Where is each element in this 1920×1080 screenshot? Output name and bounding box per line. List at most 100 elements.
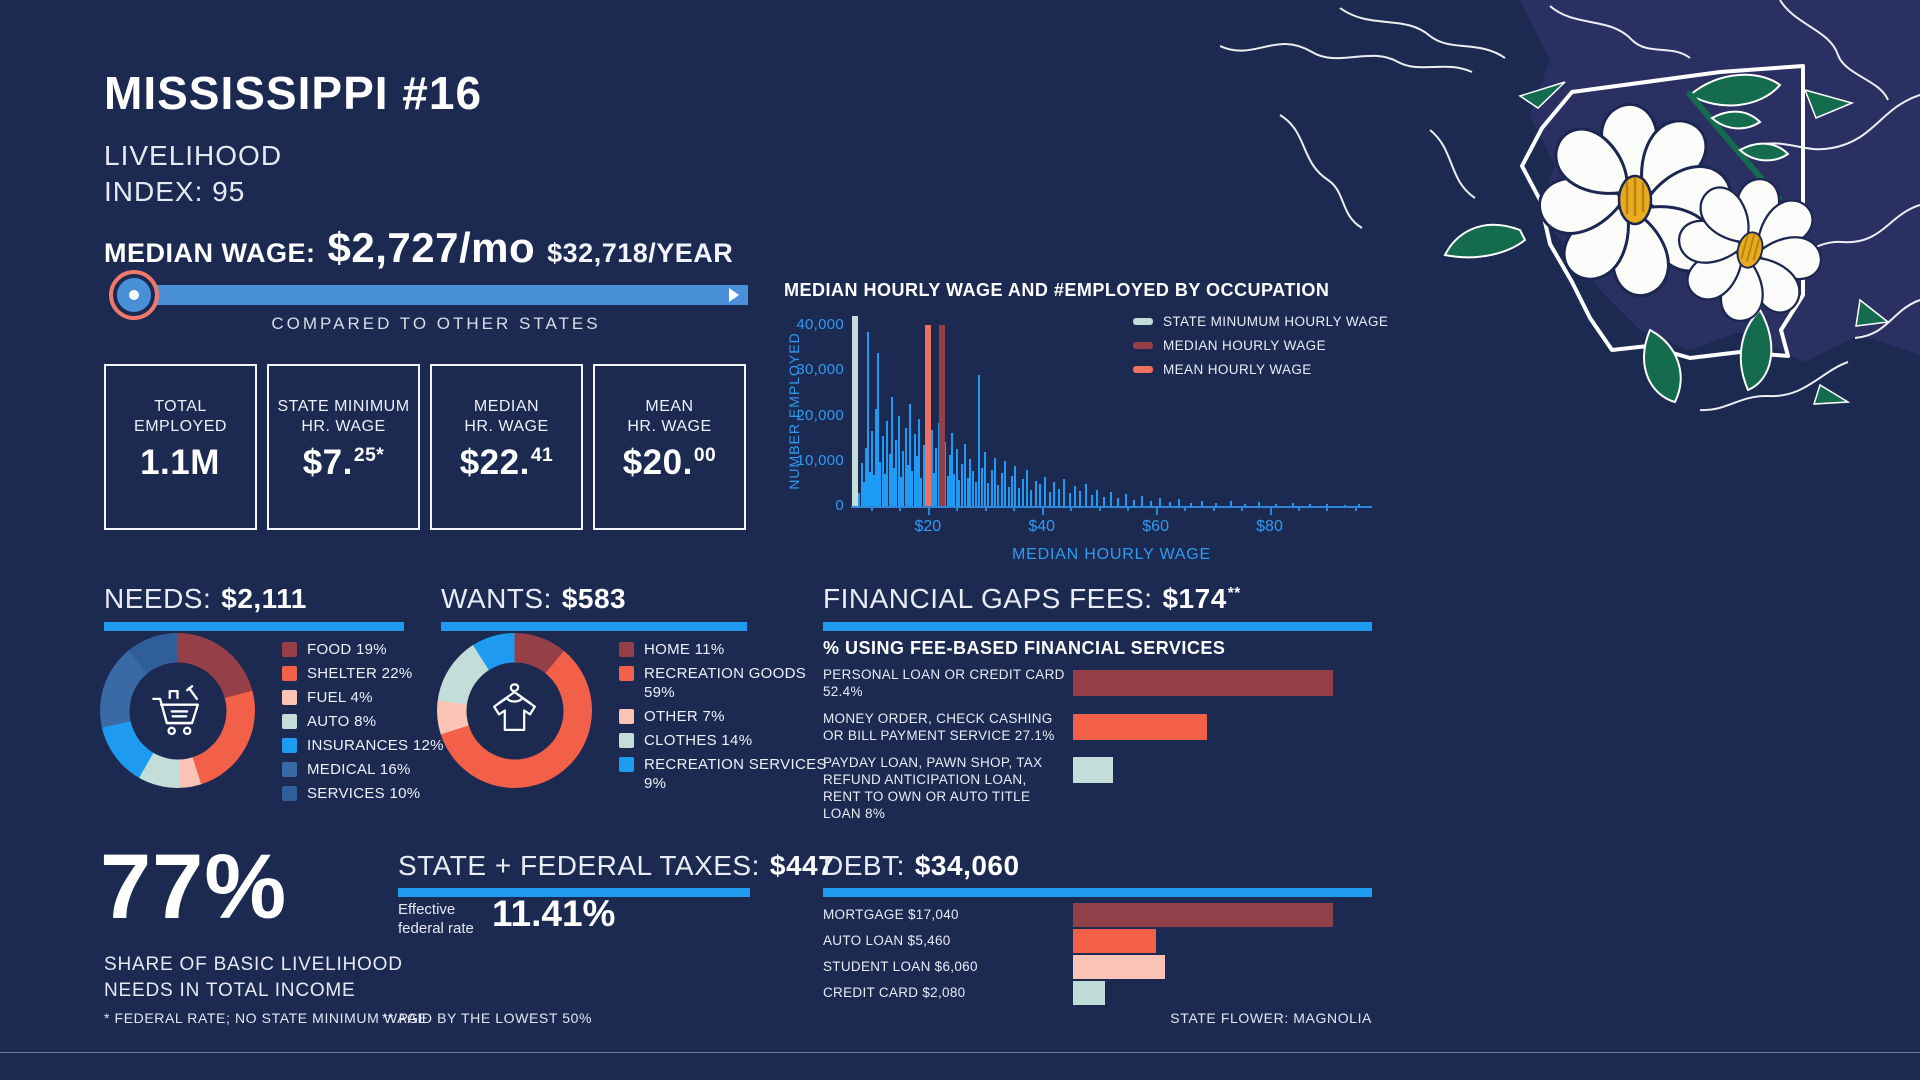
histogram-bar (890, 396, 893, 506)
bar (1073, 757, 1113, 783)
axis-tick-label: 30,000 (796, 361, 844, 379)
histogram-bar (1326, 503, 1329, 506)
slider-thumb[interactable] (109, 270, 159, 320)
legend-label: SHELTER 22% (307, 665, 413, 682)
stat-label: MEDIAN (473, 398, 540, 415)
cart-icon (152, 685, 200, 736)
axis-tick (1127, 506, 1130, 511)
share-caption-line: NEEDS IN TOTAL INCOME (104, 980, 356, 1001)
bar-label: MONEY ORDER, CHECK CASHING OR BILL PAYME… (823, 711, 1055, 743)
axis-tick (1241, 506, 1244, 511)
axis-tick-label: 10,000 (796, 451, 844, 469)
axis-tick-label: $80 (1256, 518, 1283, 535)
bar-row: PERSONAL LOAN OR CREDIT CARD 52.4% (823, 666, 1383, 700)
median-wage-row: MEDIAN WAGE: $2,727/mo $32,718/YEAR (104, 224, 733, 272)
bar (1073, 903, 1333, 927)
bar-label: PAYDAY LOAN, PAWN SHOP, TAX REFUND ANTIC… (823, 755, 1043, 821)
histogram-bar (873, 474, 876, 506)
histogram-bar (1215, 503, 1218, 506)
axis-tick-label: $60 (1142, 518, 1169, 535)
share-caption: SHARE OF BASIC LIVELIHOOD NEEDS IN TOTAL… (104, 952, 403, 1004)
histogram-bar (860, 463, 863, 506)
state-illustration (1220, 0, 1920, 412)
axis-tick (1212, 506, 1215, 511)
histogram-bar (1000, 472, 1003, 506)
effective-rate-label-line: Effective (398, 901, 456, 918)
histogram-bar (1004, 461, 1007, 506)
histogram-bar (1149, 501, 1152, 506)
legend-label: FUEL 4% (307, 689, 373, 706)
histogram-bar (972, 471, 975, 506)
axis-tick (1070, 506, 1073, 511)
taxes-header: STATE + FEDERAL TAXES: $447 (398, 850, 834, 882)
histogram-bar (955, 449, 958, 506)
stat-label: MEAN (645, 398, 694, 415)
wants-donut-hole (466, 662, 563, 759)
histogram-bar (966, 478, 969, 506)
legend-label: MEAN HOURLY WAGE (1163, 362, 1312, 377)
axis-tick (984, 506, 987, 511)
legend-swatch (619, 666, 634, 681)
histogram-bar (932, 472, 935, 506)
axis-tick (1184, 506, 1187, 511)
legend-swatch (282, 786, 297, 801)
axis-tick (1269, 506, 1272, 515)
histogram-bar (1011, 475, 1013, 506)
axis-tick-label: 20,000 (796, 406, 844, 424)
stat-label: EMPLOYED (134, 418, 227, 435)
page-title: MISSISSIPPI #16 (104, 67, 483, 119)
histogram-bar (1159, 497, 1162, 506)
histogram-bar (1026, 470, 1029, 506)
taxes-value: $447 (769, 850, 835, 881)
histogram-bar (870, 431, 873, 506)
legend-label: STATE MINUMUM HOURLY WAGE (1163, 314, 1389, 329)
livelihood-label: LIVELIHOOD (104, 140, 283, 171)
taxes-label: STATE + FEDERAL TAXES: (398, 850, 760, 881)
stat-value-sup: 41 (530, 445, 554, 467)
fees-label: FINANCIAL GAPS FEES: (823, 583, 1153, 614)
legend-item: SHELTER 22% (282, 664, 482, 683)
needs-header: NEEDS: $2,111 (104, 583, 307, 615)
bar-label: STUDENT LOAN $6,060 (823, 959, 978, 974)
fees-amount: $174 (1162, 583, 1227, 614)
legend-label: AUTO 8% (307, 713, 377, 730)
bar (1073, 714, 1208, 740)
legend-swatch (619, 757, 634, 772)
legend-item: MEDICAL 16% (282, 760, 482, 779)
axis-tick (1098, 506, 1101, 511)
legend-swatch (619, 642, 634, 657)
occupation-chart: MEDIAN HOURLY WAGE AND #EMPLOYED BY OCCU… (770, 280, 1390, 570)
histogram-bar (1096, 489, 1099, 506)
state-comparison-slider[interactable] (109, 270, 748, 320)
legend-label: MEDICAL 16% (307, 761, 411, 778)
axis-tick-label: 0 (835, 497, 844, 514)
histogram-bar (893, 468, 896, 506)
debt-rule (823, 888, 1372, 897)
bar (1073, 981, 1105, 1005)
histogram-bar (920, 477, 923, 506)
histogram-bar (1034, 480, 1037, 506)
histogram-bar (1132, 499, 1135, 506)
histogram-bar (1189, 502, 1192, 506)
footnote-lowest-50: ** PAID BY THE LOWEST 50% (382, 1010, 593, 1026)
histogram-bar (1275, 504, 1278, 506)
fees-subtitle: % USING FEE-BASED FINANCIAL SERVICES (823, 638, 1226, 658)
stat-value: $22. (459, 443, 530, 482)
histogram-bar (881, 436, 884, 506)
histogram-bar (990, 469, 993, 506)
legend-item: RECREATION SERVICES 9% (619, 755, 834, 793)
legend-item: FOOD 19% (282, 640, 482, 659)
bar-row: MONEY ORDER, CHECK CASHING OR BILL PAYME… (823, 710, 1383, 744)
legend-swatch (282, 666, 297, 681)
histogram-bar (1044, 477, 1047, 506)
bar (1073, 929, 1157, 953)
axis-tick (927, 506, 930, 515)
histogram-bar (960, 463, 963, 506)
histogram-bar (1309, 504, 1312, 506)
histogram-bar (1018, 488, 1021, 506)
stat-label: HR. WAGE (627, 418, 712, 435)
histogram-bar (980, 467, 983, 506)
bar-label: MORTGAGE $17,040 (823, 907, 959, 922)
histogram-bar (875, 408, 878, 506)
needs-value: $2,111 (221, 583, 307, 614)
